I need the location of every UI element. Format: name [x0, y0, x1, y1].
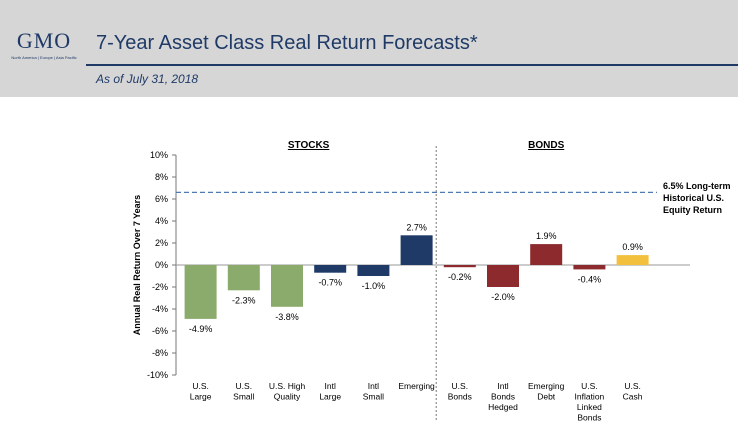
reference-line-label: 6.5% Long-term — [663, 181, 731, 191]
y-tick-label: -2% — [152, 282, 168, 292]
category-label: Intl — [368, 381, 379, 391]
bar — [530, 244, 563, 265]
category-label: Bonds — [491, 392, 515, 402]
bar-value-label: -4.9% — [189, 324, 213, 334]
logo-subtitle: North America | Europe | Asia Pacific — [11, 55, 77, 60]
bar-value-label: 0.9% — [622, 242, 643, 252]
bar — [616, 255, 649, 265]
group-header-stocks: STOCKS — [288, 140, 330, 151]
category-label: Linked — [577, 402, 602, 412]
bar-value-label: -1.0% — [362, 281, 386, 291]
page-title: 7-Year Asset Class Real Return Forecasts… — [96, 32, 478, 54]
category-label: U.S. — [581, 381, 598, 391]
category-label: Bonds — [448, 392, 472, 402]
category-label: Quality — [274, 392, 301, 402]
reference-line-label: Equity Return — [663, 205, 722, 215]
y-tick-label: -6% — [152, 326, 168, 336]
bar-value-label: -2.3% — [232, 295, 256, 305]
y-tick-label: -4% — [152, 304, 168, 314]
bar — [400, 235, 433, 265]
category-label: U.S. — [452, 381, 469, 391]
category-label: Hedged — [488, 402, 518, 412]
category-label: Emerging — [528, 381, 565, 391]
y-tick-label: 6% — [155, 194, 168, 204]
bar-value-label: -0.7% — [318, 278, 342, 288]
bar-value-label: -0.2% — [448, 272, 472, 282]
bar — [227, 265, 260, 291]
category-label: Large — [319, 392, 341, 402]
y-tick-label: -8% — [152, 348, 168, 358]
y-axis-label: Annual Real Return Over 7 Years — [132, 195, 142, 335]
bar — [184, 265, 217, 319]
bar — [443, 265, 476, 268]
y-tick-label: -10% — [147, 370, 168, 380]
as-of-date: As of July 31, 2018 — [96, 72, 199, 86]
bar-value-label: -2.0% — [491, 292, 515, 302]
gmo-logo: GMO North America | Europe | Asia Pacifi… — [8, 20, 80, 70]
category-label: Bonds — [577, 413, 601, 423]
category-label: Emerging — [398, 381, 435, 391]
category-label: U.S. High — [269, 381, 306, 391]
category-label: Inflation — [575, 392, 605, 402]
bar-value-label: 1.9% — [536, 231, 557, 241]
category-label: Intl — [497, 381, 508, 391]
category-label: Small — [363, 392, 384, 402]
y-tick-label: 0% — [155, 260, 168, 270]
bar-value-label: -0.4% — [578, 274, 602, 284]
title-rule — [86, 64, 738, 66]
category-label: U.S. — [192, 381, 209, 391]
y-tick-label: 2% — [155, 238, 168, 248]
category-label: Debt — [537, 392, 556, 402]
category-label: Intl — [325, 381, 336, 391]
bar — [314, 265, 347, 273]
category-label: Small — [233, 392, 254, 402]
category-label: Large — [190, 392, 212, 402]
bar — [271, 265, 303, 307]
bar-value-label: -3.8% — [275, 312, 299, 322]
header-band — [0, 0, 738, 97]
bar-value-label: 2.7% — [406, 222, 427, 232]
category-label: U.S. — [236, 381, 253, 391]
category-label: Cash — [623, 392, 643, 402]
bar — [487, 265, 519, 287]
y-tick-label: 8% — [155, 172, 168, 182]
y-tick-label: 10% — [150, 150, 168, 160]
group-header-bonds: BONDS — [528, 140, 564, 151]
reference-line-label: Historical U.S. — [663, 193, 724, 203]
bar — [573, 265, 606, 270]
y-tick-label: 4% — [155, 216, 168, 226]
logo-text: GMO — [16, 28, 72, 53]
bar — [357, 265, 390, 276]
category-label: U.S. — [624, 381, 641, 391]
